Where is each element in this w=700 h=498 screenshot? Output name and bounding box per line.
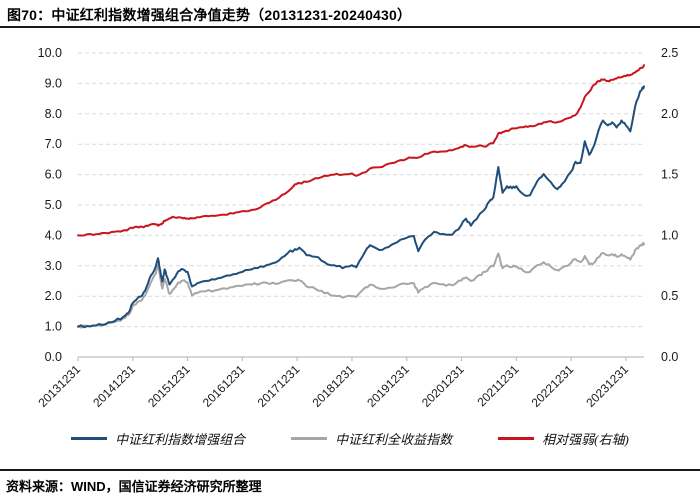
- source-divider: [0, 469, 700, 471]
- left-axis-tick-label: 5.0: [45, 198, 62, 212]
- left-axis-tick-label: 10.0: [38, 46, 62, 60]
- net-value-line-chart: 0.0 1.0 2.0 3.0 4.0 5.0 6.0 7.0 8.0 9.0 10.0 0.0 0.5…: [35, 46, 678, 410]
- left-axis-tick-label: 2.0: [45, 289, 62, 303]
- x-axis-tick-label: 20171231: [255, 362, 303, 410]
- series-line-0: [77, 85, 645, 329]
- source-note: 资料来源：WIND，国信证券经济研究所整理: [6, 479, 262, 494]
- left-axis-tick-label: 1.0: [45, 320, 62, 334]
- x-axis-tick-label: 20141231: [90, 362, 138, 410]
- legend-label-index: 中证红利全收益指数: [335, 432, 453, 447]
- title-divider: [0, 26, 700, 28]
- series-line-1: [77, 242, 645, 329]
- right-axis-tick-label: 1.0: [661, 228, 678, 242]
- right-axis-tick-label: 0.0: [661, 350, 678, 364]
- x-axis-tick-label: 20161231: [200, 362, 248, 410]
- left-axis-tick-label: 4.0: [45, 228, 62, 242]
- figure-title: 图70：中证红利指数增强组合净值走势（20131231-20240430）: [7, 7, 412, 23]
- x-axis-tick-label: 20181231: [309, 362, 357, 410]
- series-line-2: [77, 64, 645, 237]
- legend-label-portfolio: 中证红利指数增强组合: [115, 432, 246, 447]
- legend-item-index: 中证红利全收益指数: [291, 429, 452, 448]
- right-axis-tick-label: 0.5: [661, 289, 678, 303]
- left-axis-tick-label: 9.0: [45, 76, 62, 90]
- x-axis-tick-label: 20191231: [364, 362, 412, 410]
- x-axis-tick-label: 20221231: [529, 362, 577, 410]
- x-axis-tick-label: 20231231: [583, 362, 631, 410]
- legend-item-portfolio: 中证红利指数增强组合: [71, 429, 245, 448]
- chart-legend: 中证红利指数增强组合 中证红利全收益指数 相对强弱(右轴): [0, 429, 700, 448]
- left-axis-tick-label: 8.0: [45, 107, 62, 121]
- x-axis-tick-label: 20201231: [419, 362, 467, 410]
- x-axis-tick-label: 20151231: [145, 362, 193, 410]
- portfolio-line-swatch: [71, 437, 108, 440]
- left-axis-tick-label: 3.0: [45, 259, 62, 273]
- legend-item-relative: 相对强弱(右轴): [498, 429, 629, 448]
- left-axis-tick-label: 7.0: [45, 137, 62, 151]
- right-axis-tick-label: 2.5: [661, 46, 678, 60]
- left-axis-tick-label: 0.0: [45, 350, 62, 364]
- right-axis-tick-label: 2.0: [661, 107, 678, 121]
- legend-label-relative: 相对强弱(右轴): [542, 432, 629, 447]
- index-line-swatch: [291, 437, 328, 440]
- left-axis-tick-label: 6.0: [45, 168, 62, 182]
- right-axis-tick-label: 1.5: [661, 168, 678, 182]
- relative-line-swatch: [498, 437, 535, 440]
- x-axis-tick-label: 20211231: [474, 362, 521, 409]
- x-axis-tick-label: 20131231: [35, 362, 83, 410]
